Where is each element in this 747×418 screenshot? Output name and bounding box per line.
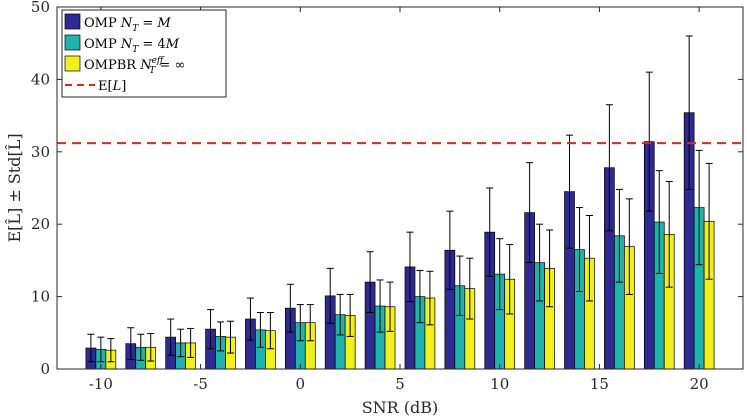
error-bars-layer <box>87 35 713 363</box>
legend-swatch-3 <box>64 55 81 72</box>
y-tick-label: 0 <box>40 360 50 378</box>
y-tick-label: 30 <box>31 143 50 161</box>
error-bar-series1-point3 <box>167 318 175 356</box>
error-bar-series1-point7 <box>326 267 334 324</box>
legend-label-1: OMP NT = M <box>84 16 171 34</box>
error-bar-series3-point4 <box>226 320 234 354</box>
error-bar-series1-point8 <box>366 251 374 314</box>
error-bar-series1-point9 <box>406 231 414 303</box>
error-bar-series3-point3 <box>187 327 195 358</box>
y-tick-label: 50 <box>31 0 50 16</box>
error-bar-series3-point5 <box>266 312 274 350</box>
error-bar-series2-point5 <box>256 312 264 348</box>
error-bar-series2-point3 <box>177 328 185 358</box>
y-tick-label: 40 <box>31 70 50 88</box>
error-bar-series1-point2 <box>127 327 135 361</box>
error-bar-series2-point6 <box>296 304 304 342</box>
error-bar-series3-point1 <box>107 338 115 363</box>
error-bar-series2-point11 <box>496 238 504 311</box>
error-bar-series1-point12 <box>526 162 534 264</box>
error-bar-series1-point16 <box>685 35 693 190</box>
error-bar-series3-point12 <box>546 229 554 308</box>
error-bar-series3-point16 <box>705 162 713 280</box>
x-tick-label: -10 <box>89 375 113 393</box>
error-bar-series2-point14 <box>615 188 623 283</box>
legend-label-3: OMPBR Neff T = ∞ <box>84 56 185 76</box>
error-bar-series2-point16 <box>695 149 703 266</box>
error-bar-series3-point2 <box>147 333 155 362</box>
x-tick-label: 20 <box>690 375 709 393</box>
error-bar-series2-point15 <box>655 170 663 274</box>
x-tick-label: 5 <box>395 375 405 393</box>
error-bar-series2-point8 <box>376 279 384 333</box>
error-bar-series1-point4 <box>207 309 215 350</box>
tick-labels-layer: 0 10 20 30 40 50 -10 -5 0 5 10 15 20 <box>31 0 709 393</box>
error-bar-series3-point8 <box>386 281 394 332</box>
error-bar-series2-point2 <box>137 333 145 361</box>
y-tick-label: 10 <box>31 288 50 306</box>
error-bar-series1-point5 <box>246 297 254 341</box>
error-bar-series2-point1 <box>97 336 105 363</box>
error-bar-series3-point10 <box>466 257 474 320</box>
error-bar-series3-point15 <box>665 180 673 288</box>
error-bar-series1-point1 <box>87 333 95 363</box>
legend-swatch-1 <box>64 13 81 30</box>
legend-box <box>61 9 227 98</box>
error-bar-series3-point6 <box>306 304 314 342</box>
error-bar-series1-point14 <box>605 104 613 232</box>
error-bar-series3-point9 <box>426 270 434 326</box>
error-bar-series2-point13 <box>575 207 583 293</box>
error-bar-series3-point11 <box>506 243 514 315</box>
legend-label-2: OMP NT = 4M <box>84 37 180 55</box>
error-bar-series2-point9 <box>416 270 424 324</box>
error-bar-series2-point10 <box>456 255 464 316</box>
y-axis-label: E[L̂] ± Std[L̂] <box>5 133 24 242</box>
y-tick-label: 20 <box>31 215 50 233</box>
error-bar-series1-point15 <box>645 71 653 212</box>
error-bar-series1-point6 <box>286 283 294 333</box>
axes-layer <box>56 6 744 370</box>
error-bar-series2-point12 <box>536 223 544 302</box>
x-axis-label: SNR (dB) <box>362 398 439 417</box>
error-bar-series2-point7 <box>336 293 344 336</box>
error-bar-series3-point13 <box>585 215 593 302</box>
error-bar-series3-point7 <box>346 293 354 337</box>
error-bar-series2-point4 <box>217 321 225 352</box>
error-bar-series1-point13 <box>566 134 574 249</box>
error-bar-series1-point10 <box>446 210 454 290</box>
x-tick-label: 0 <box>296 375 306 393</box>
legend-label-4: E[L] <box>98 79 126 94</box>
x-tick-label: 15 <box>590 375 609 393</box>
error-bar-series1-point11 <box>486 187 494 277</box>
x-tick-label: -5 <box>193 375 208 393</box>
x-tick-label: 10 <box>490 375 509 393</box>
legend-swatch-2 <box>64 34 81 51</box>
error-bar-series3-point14 <box>625 198 633 295</box>
